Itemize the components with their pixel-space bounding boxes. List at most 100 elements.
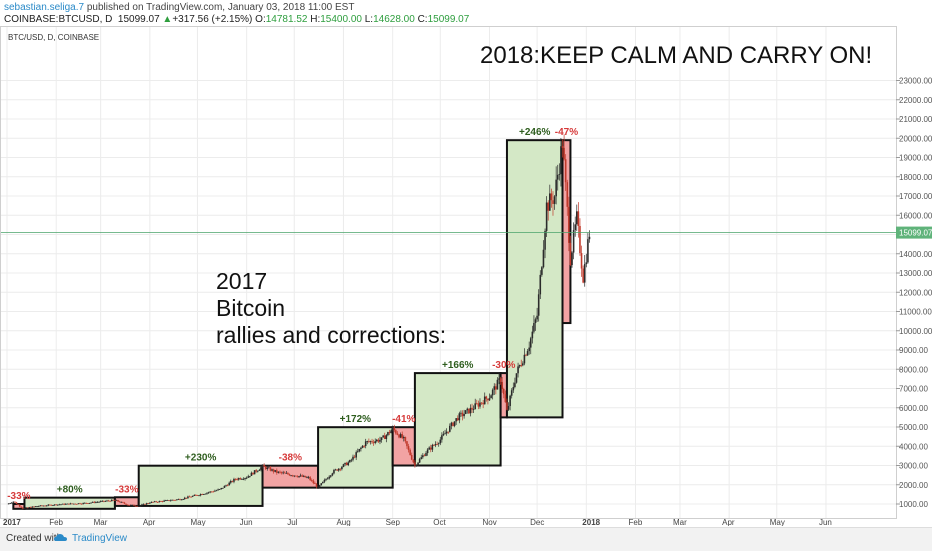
candle-body [429, 447, 432, 450]
candle-body [534, 319, 537, 324]
tradingview-link[interactable]: TradingView [72, 533, 128, 544]
candle-body [36, 506, 38, 507]
candle-body [409, 449, 411, 455]
summary-annotation-line: 2017 [216, 268, 267, 294]
x-tick-label: Jun [819, 518, 832, 526]
candle-body [212, 491, 215, 493]
candle-body [355, 452, 357, 458]
candle-body [437, 443, 440, 445]
y-tick-label: 14000.00 [899, 250, 932, 259]
candle-body [496, 379, 499, 390]
candle-body [312, 480, 315, 484]
author-link[interactable]: sebastian.seliga.7 [4, 2, 85, 13]
candle-body [455, 418, 457, 422]
candle-body [449, 425, 451, 432]
candle-body [398, 434, 400, 438]
candle-body [291, 475, 294, 477]
x-tick-label: Mar [673, 518, 687, 526]
change-value: +317.56 (+2.15%) [172, 14, 253, 25]
candle-body [201, 494, 204, 495]
candle-body [139, 505, 142, 507]
candle-body [256, 470, 259, 472]
candle-body [349, 460, 351, 463]
y-tick-label: 10000.00 [899, 327, 932, 336]
candle-body [74, 503, 77, 505]
candle-body [434, 444, 437, 446]
candle-body [160, 501, 162, 502]
candle-body [537, 294, 540, 316]
candle-body [99, 501, 102, 503]
y-tick-label: 17000.00 [899, 192, 932, 201]
candle-body [183, 497, 186, 500]
candle-body [520, 365, 523, 366]
candle-body [588, 236, 591, 240]
candle-body [64, 503, 67, 505]
candle-body [191, 495, 194, 497]
candle-body [350, 459, 353, 461]
candle-body [525, 354, 527, 356]
high-label: H: [310, 14, 321, 25]
candle-body [222, 487, 224, 489]
candle-body [475, 403, 478, 405]
candle-body [60, 504, 62, 506]
candle-body [290, 475, 292, 477]
candle-body [314, 483, 316, 484]
candle-body [388, 432, 391, 434]
candle-body [299, 475, 302, 477]
price-chart[interactable]: 1000.00 2000.00 3000.00 4000.00 5000.00 6000.… [0, 26, 932, 526]
candle-body [574, 224, 577, 231]
x-tick-label: Nov [482, 518, 496, 526]
candle-body [15, 502, 18, 505]
candle-body [407, 446, 410, 450]
candle-body [466, 408, 469, 411]
candle-body [125, 503, 127, 505]
rally-box [505, 139, 564, 419]
candle-body [356, 451, 359, 453]
y-tick-label: 13000.00 [899, 269, 932, 278]
tradingview-logo-icon[interactable] [53, 532, 69, 544]
candle-body [322, 481, 324, 484]
candle-body [276, 470, 278, 473]
y-tick-label: 1000.00 [899, 500, 928, 509]
candle-body [87, 503, 89, 505]
candle-body [88, 502, 91, 504]
candle-body [90, 502, 92, 504]
candle-body [249, 475, 251, 477]
candle-body [337, 468, 340, 471]
rally-label: +80% [57, 485, 83, 496]
candle-body [147, 503, 150, 504]
candle-body [206, 492, 208, 494]
ohlc-bar: COINBASE:BTCUSD, D 15099.07 ▲+317.56 (+2… [4, 14, 469, 25]
candle-body [514, 382, 516, 388]
candle-body [495, 386, 497, 390]
candle-body [234, 478, 237, 480]
candle-body [523, 354, 526, 364]
candle-body [371, 441, 373, 443]
candle-body [539, 274, 542, 295]
x-tick-label: Feb [49, 518, 63, 526]
candle-body [188, 496, 191, 498]
y-tick-label: 6000.00 [899, 404, 928, 413]
candle-body [541, 267, 543, 275]
candle-body [587, 239, 589, 263]
y-tick-label: 9000.00 [899, 346, 928, 355]
candle-body [218, 489, 221, 490]
candle-body [333, 470, 335, 474]
candle-body [71, 503, 73, 505]
candle-body [428, 447, 430, 450]
candle-body [571, 252, 573, 265]
candle-body [158, 501, 161, 503]
candle-body [515, 373, 518, 383]
candle-body [501, 381, 503, 389]
candle-body [522, 363, 524, 366]
candle-body [98, 501, 100, 503]
candle-body [315, 483, 318, 487]
candle-body [193, 494, 196, 496]
open-label: O: [255, 14, 266, 25]
y-tick-label: 21000.00 [899, 115, 932, 124]
candle-body [161, 501, 164, 502]
candle-body [280, 472, 283, 473]
candle-body [109, 500, 111, 502]
candle-body [122, 501, 124, 503]
x-tick-label: Feb [629, 518, 643, 526]
